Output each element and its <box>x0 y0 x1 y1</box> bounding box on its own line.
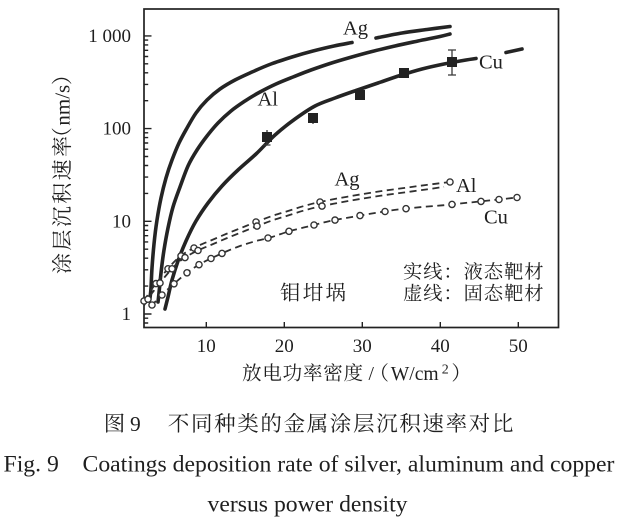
svg-text:versus power density: versus power density <box>208 492 408 518</box>
svg-text:nm/s: nm/s <box>51 85 75 126</box>
svg-text:Cu: Cu <box>479 52 503 74</box>
svg-text:10: 10 <box>112 211 131 232</box>
svg-text:20: 20 <box>275 336 294 357</box>
svg-text:50: 50 <box>509 336 528 357</box>
svg-text:Al: Al <box>258 89 279 111</box>
svg-text:Ag: Ag <box>343 18 368 40</box>
svg-text:/: / <box>369 364 375 385</box>
svg-text:2: 2 <box>442 363 449 378</box>
svg-text:Al: Al <box>456 175 477 197</box>
svg-text:W/cm: W/cm <box>391 364 439 385</box>
svg-text:1: 1 <box>122 304 132 325</box>
svg-text:Fig. 9 Coatings deposition: Fig. 9 Coatings deposition rate of silve… <box>4 452 615 478</box>
svg-text:1 000: 1 000 <box>88 26 131 47</box>
svg-text:40: 40 <box>431 336 450 357</box>
svg-text:Cu: Cu <box>484 207 508 229</box>
svg-text:100: 100 <box>103 119 132 140</box>
svg-text:Ag: Ag <box>335 169 360 191</box>
svg-text:10: 10 <box>197 336 216 357</box>
svg-text:30: 30 <box>353 336 372 357</box>
svg-text:9: 9 <box>130 412 141 436</box>
